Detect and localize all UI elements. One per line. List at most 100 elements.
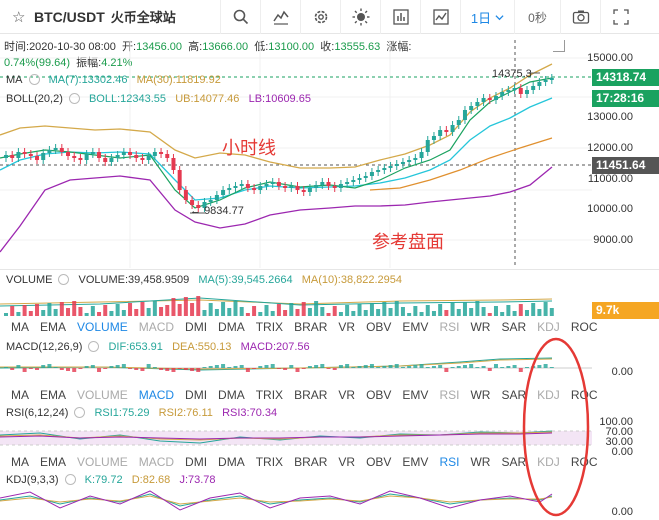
candle-body — [500, 92, 505, 96]
rsi-settings-gear-icon[interactable] — [74, 407, 86, 418]
candle-body — [357, 178, 362, 180]
low-label: 低: — [254, 41, 269, 53]
search-button[interactable] — [220, 0, 260, 34]
fullscreen-button[interactable] — [600, 0, 640, 34]
kdj-j-value: J:73.78 — [179, 474, 216, 486]
tab-ma[interactable]: MA — [11, 455, 29, 469]
tab-volume[interactable]: VOLUME — [77, 388, 128, 402]
tab-roc[interactable]: ROC — [570, 455, 598, 469]
macd-chart[interactable] — [0, 354, 592, 384]
macd-bar — [338, 365, 343, 368]
settings-button[interactable] — [300, 0, 340, 34]
tab-ema[interactable]: EMA — [40, 388, 67, 402]
tab-vr[interactable]: VR — [338, 320, 356, 334]
tab-ma[interactable]: MA — [11, 388, 29, 402]
macd-dea: DEA:550.13 — [172, 341, 232, 353]
volume-settings-gear-icon[interactable] — [58, 274, 70, 285]
tab-volume[interactable]: VOLUME — [77, 455, 128, 469]
tab-sar[interactable]: SAR — [501, 388, 527, 402]
tab-brar[interactable]: BRAR — [294, 388, 328, 402]
volume-bar — [549, 308, 554, 316]
volume-bar — [351, 311, 356, 316]
macd-bar — [196, 368, 201, 372]
tab-kdj[interactable]: KDJ — [537, 388, 560, 402]
tab-ema[interactable]: EMA — [40, 320, 67, 334]
boll-settings-gear-icon[interactable] — [68, 93, 80, 104]
tab-ema[interactable]: EMA — [40, 455, 67, 469]
tab-obv[interactable]: OBV — [366, 455, 392, 469]
time-label: 时间: — [4, 41, 30, 53]
tab-dmi[interactable]: DMI — [185, 455, 208, 469]
tab-emv[interactable]: EMV — [402, 455, 429, 469]
volume-bar — [326, 313, 331, 316]
screenshot-button[interactable] — [560, 0, 600, 34]
tab-vr[interactable]: VR — [338, 388, 356, 402]
boll-legend: BOLL(20,2) BOLL:12343.55 UB:14077.46 LB:… — [6, 93, 311, 105]
rsi-chart[interactable] — [0, 421, 592, 451]
crosshair-price-tag: 11451.64 — [592, 157, 659, 174]
tab-kdj[interactable]: KDJ — [537, 320, 560, 334]
macd-settings-gear-icon[interactable] — [88, 341, 100, 352]
tab-brar[interactable]: BRAR — [294, 320, 328, 334]
volume-bar — [115, 304, 120, 316]
tab-obv[interactable]: OBV — [366, 388, 392, 402]
tab-obv[interactable]: OBV — [366, 320, 392, 334]
depth-chart-button[interactable] — [420, 0, 460, 34]
macd-bar — [438, 365, 443, 368]
tab-brar[interactable]: BRAR — [294, 455, 328, 469]
tab-wr[interactable]: WR — [470, 455, 491, 469]
favorite-star-icon[interactable]: ☆ — [12, 8, 26, 26]
tab-ma[interactable]: MA — [11, 320, 29, 334]
tab-wr[interactable]: WR — [470, 320, 491, 334]
expand-chart-icon[interactable] — [553, 40, 565, 52]
tab-dma[interactable]: DMA — [218, 388, 245, 402]
macd-bar — [351, 367, 356, 368]
tab-dmi[interactable]: DMI — [185, 388, 208, 402]
tab-macd[interactable]: MACD — [138, 455, 175, 469]
tab-sar[interactable]: SAR — [501, 320, 527, 334]
tab-emv[interactable]: EMV — [402, 388, 429, 402]
tab-rsi[interactable]: RSI — [439, 320, 460, 334]
tab-macd[interactable]: MACD — [138, 388, 175, 402]
bar-chart-button[interactable] — [380, 0, 420, 34]
ma-settings-gear-icon[interactable] — [28, 74, 40, 85]
macd-bar — [456, 366, 461, 368]
candle-body — [307, 188, 312, 192]
macd-bar — [363, 365, 368, 368]
tab-trix[interactable]: TRIX — [255, 388, 284, 402]
tab-dma[interactable]: DMA — [218, 320, 245, 334]
tab-dmi[interactable]: DMI — [185, 320, 208, 334]
indicator-button[interactable] — [260, 0, 300, 34]
tab-rsi[interactable]: RSI — [439, 388, 460, 402]
top-toolbar: ☆ BTC/USDT 火币全球站 1日 0秒 — [0, 0, 659, 34]
candle-body — [450, 125, 455, 132]
kdj-settings-gear-icon[interactable] — [64, 474, 76, 485]
tab-wr[interactable]: WR — [470, 388, 491, 402]
close-value: 13555.63 — [334, 41, 381, 53]
macd-bar — [376, 367, 381, 368]
rsi-label: RSI(6,12,24) — [6, 407, 69, 419]
tab-roc[interactable]: ROC — [570, 388, 598, 402]
volume-bar — [456, 309, 461, 316]
pair-title[interactable]: BTC/USDT — [34, 8, 105, 25]
tab-vr[interactable]: VR — [338, 455, 356, 469]
interval-selector[interactable]: 1日 — [460, 0, 514, 34]
kdj-chart[interactable] — [0, 488, 592, 518]
tab-trix[interactable]: TRIX — [255, 320, 284, 334]
high-marker-label: 14375.3 — [492, 68, 532, 80]
candlestick-chart[interactable] — [0, 40, 592, 268]
tab-sar[interactable]: SAR — [501, 455, 527, 469]
tab-macd[interactable]: MACD — [138, 320, 175, 334]
tab-rsi[interactable]: RSI — [439, 455, 460, 469]
tab-emv[interactable]: EMV — [402, 320, 429, 334]
tab-roc[interactable]: ROC — [570, 320, 598, 334]
theme-toggle-button[interactable] — [340, 0, 380, 34]
tab-trix[interactable]: TRIX — [255, 455, 284, 469]
volume-bar — [475, 301, 480, 316]
tab-dma[interactable]: DMA — [218, 455, 245, 469]
rsi-legend: RSI(6,12,24) RSI1:75.29 RSI2:76.11 RSI3:… — [6, 407, 277, 419]
volume-chart[interactable] — [0, 288, 592, 316]
tab-kdj[interactable]: KDJ — [537, 455, 560, 469]
kdj-d-value: D:82.68 — [131, 474, 171, 486]
tab-volume[interactable]: VOLUME — [77, 320, 128, 334]
